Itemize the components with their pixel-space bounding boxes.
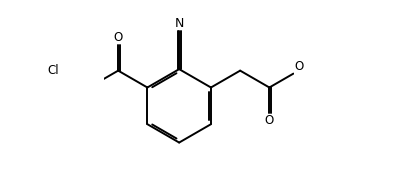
Text: O: O [113, 31, 123, 44]
Text: Cl: Cl [47, 64, 59, 77]
Text: N: N [174, 17, 184, 30]
Text: O: O [295, 60, 304, 73]
Text: O: O [265, 114, 274, 127]
